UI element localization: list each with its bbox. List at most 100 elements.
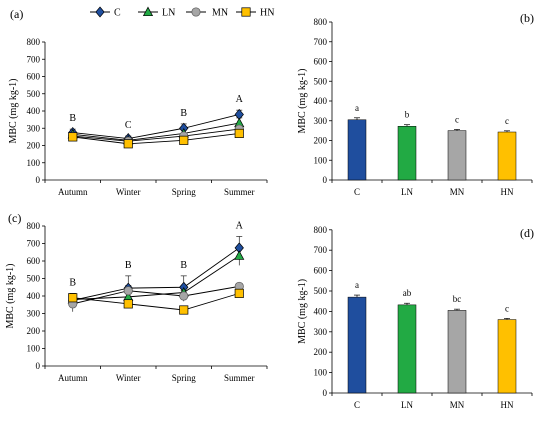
x-tick-label: Autumn [58, 187, 88, 197]
data-point-LN [234, 250, 245, 260]
x-tick-label: Autumn [58, 373, 88, 383]
data-point-MN [179, 291, 189, 301]
data-point-HN [179, 135, 189, 145]
legend-label-HN: HN [260, 8, 274, 19]
y-tick-label: 600 [314, 57, 328, 67]
x-tick-label: Winter [116, 373, 141, 383]
y-tick-label: 700 [27, 239, 41, 249]
y-tick-label: 700 [27, 54, 41, 64]
x-tick-label: Summer [224, 187, 255, 197]
significance-letter: b [405, 110, 410, 120]
data-point-HN [234, 128, 244, 138]
data-point-HN [123, 299, 133, 309]
y-tick-label: 300 [314, 327, 328, 337]
y-tick-label: 400 [314, 96, 328, 106]
legend-marker-LN [142, 6, 154, 17]
y-tick-label: 700 [314, 245, 328, 255]
y-tick-label: 100 [314, 368, 328, 378]
panel-label: (a) [10, 7, 23, 21]
bar-C [347, 296, 367, 394]
y-tick-label: 0 [323, 175, 328, 185]
series-line-C [72, 114, 240, 140]
series-line-LN [72, 255, 240, 300]
y-tick-label: 400 [27, 291, 41, 301]
x-tick-label: LN [401, 400, 413, 410]
y-tick-label: 600 [27, 256, 41, 266]
legend-label-C: C [114, 8, 121, 19]
y-tick-label: 300 [27, 123, 41, 133]
y-axis-label: MBC (mg kg-1) [5, 264, 16, 329]
y-tick-label: 400 [314, 306, 328, 316]
y-axis-label: MBC (mg kg-1) [8, 79, 19, 144]
panel-b: 0 100 200 300 400 500 600 700 800 MBC (mg kg-1) (b… [297, 11, 534, 197]
bar-LN [397, 126, 417, 181]
y-tick-label: 300 [27, 309, 41, 319]
series-line-HN [72, 292, 240, 311]
y-tick-label: 200 [27, 326, 41, 336]
significance-letter: c [455, 114, 459, 124]
y-tick-label: 600 [27, 72, 41, 82]
y-tick-label: 100 [314, 155, 328, 165]
panel-d: 0 100 200 300 400 500 600 700 800 MBC (mg kg-1) (d… [297, 225, 534, 410]
y-tick-label: 0 [323, 388, 328, 398]
significance-letter: ab [403, 288, 412, 298]
y-tick-label: 300 [314, 116, 328, 126]
y-tick-label: 200 [314, 136, 328, 146]
y-tick-label: 400 [27, 106, 41, 116]
x-tick-label: Winter [116, 187, 141, 197]
y-tick-label: 800 [27, 37, 41, 47]
panel-label: (c) [8, 211, 21, 225]
series-line-MN [72, 285, 240, 305]
x-tick-label: C [354, 187, 360, 197]
data-point-HN [179, 305, 189, 315]
x-tick-label: LN [401, 187, 413, 197]
legend-marker-HN [241, 7, 251, 17]
x-tick-label: Spring [172, 187, 197, 197]
panel-a: 0 100 200 300 400 500 600 700 800 MBC (mg kg-1) (a… [8, 7, 268, 197]
significance-letter: bc [453, 294, 462, 304]
y-tick-label: 700 [314, 37, 328, 47]
y-tick-label: 100 [27, 158, 41, 168]
significance-letter: A [236, 94, 244, 105]
x-tick-label: HN [501, 400, 514, 410]
x-tick-label: Spring [172, 373, 197, 383]
significance-letter: B [180, 260, 187, 271]
y-tick-label: 200 [27, 141, 41, 151]
y-tick-label: 500 [27, 274, 41, 284]
significance-letter: B [69, 277, 76, 288]
y-tick-label: 500 [27, 89, 41, 99]
y-axis-label: MBC (mg kg-1) [297, 279, 308, 344]
x-tick-label: C [354, 400, 360, 410]
bar-HN [497, 131, 517, 181]
significance-letter: a [355, 280, 359, 290]
significance-letter: C [125, 120, 132, 131]
y-tick-label: 200 [314, 347, 328, 357]
x-tick-label: MN [450, 400, 465, 410]
data-point-HN [234, 288, 244, 298]
panel-label: (d) [520, 226, 534, 240]
significance-letter: c [505, 303, 509, 313]
data-point-HN [123, 139, 133, 149]
legend-label-LN: LN [162, 8, 175, 19]
x-tick-label: MN [450, 187, 465, 197]
significance-letter: B [180, 108, 187, 119]
legend: C LN MN HN [90, 6, 274, 19]
legend-label-MN: MN [212, 8, 228, 19]
bar-C [347, 119, 367, 181]
data-point-HN [68, 132, 78, 142]
significance-letter: B [125, 260, 132, 271]
panel-c: 0 100 200 300 400 500 600 700 800 MBC (mg kg-1) (c… [5, 211, 268, 383]
y-tick-label: 0 [36, 361, 41, 371]
significance-letter: c [505, 116, 509, 126]
y-tick-label: 800 [27, 221, 41, 231]
y-tick-label: 500 [314, 286, 328, 296]
y-tick-label: 800 [314, 17, 328, 27]
series-line-MN [72, 128, 240, 142]
significance-letter: A [236, 221, 244, 232]
data-point-HN [68, 293, 78, 303]
bar-LN [397, 304, 417, 394]
significance-letter: a [355, 103, 359, 113]
bar-HN [497, 319, 517, 394]
y-tick-label: 600 [314, 266, 328, 276]
